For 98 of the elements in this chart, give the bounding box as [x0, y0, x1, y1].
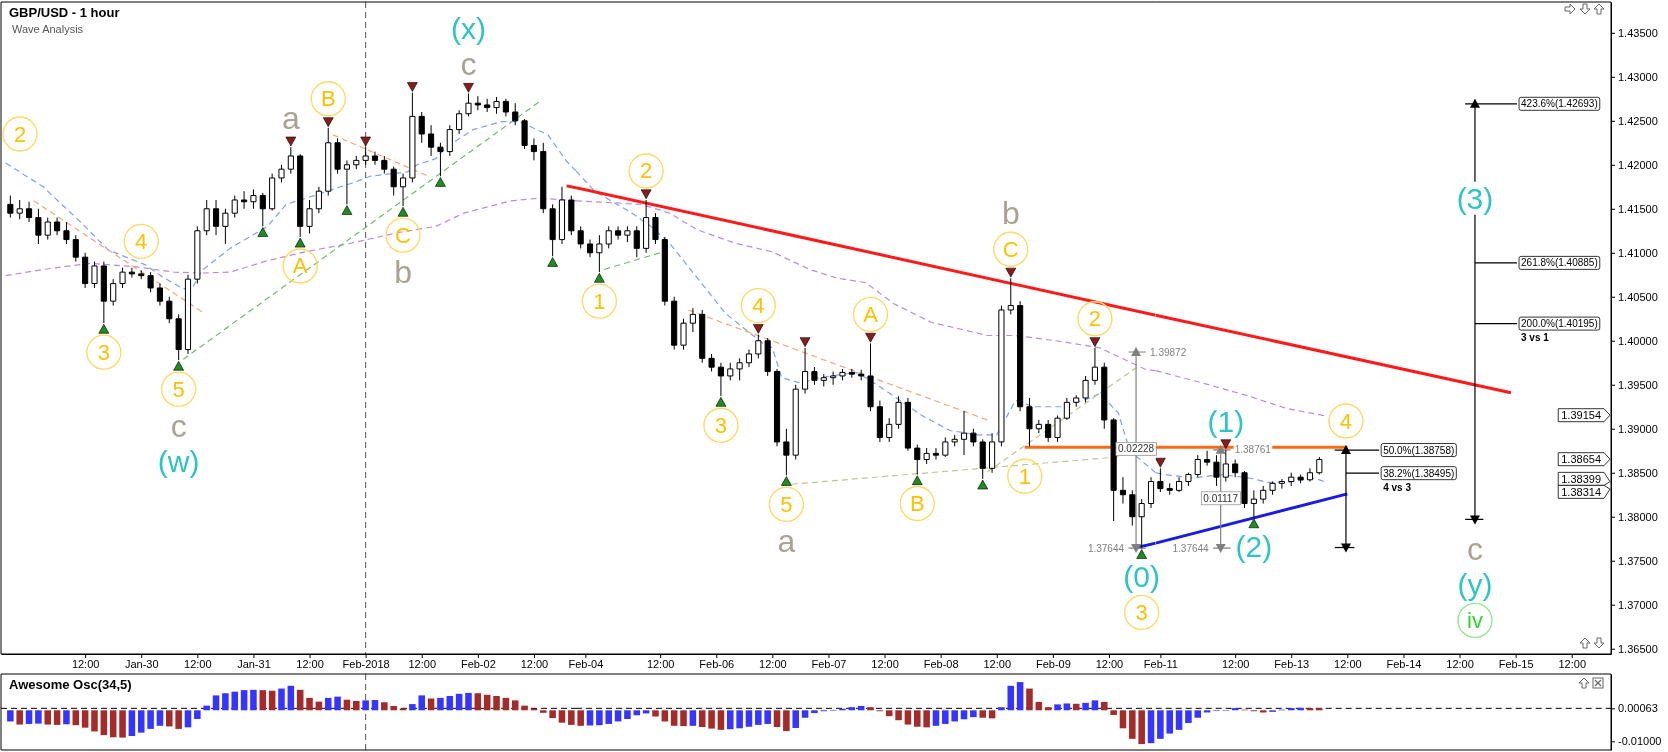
data-label: 1.38761	[1234, 444, 1272, 456]
y-tick-label: -0.01000	[1618, 735, 1662, 748]
x-tick-label: Feb-13	[1274, 657, 1310, 670]
annotation: c	[1466, 530, 1483, 567]
annotation: A	[863, 301, 879, 327]
annotation: (y)	[1457, 568, 1493, 602]
data-label: 423.6%(1.42693)	[1521, 98, 1598, 110]
annotation: b	[394, 253, 412, 290]
x-tick-label: Feb-07	[811, 657, 847, 670]
y-tick-label: 1.41500	[1618, 202, 1658, 215]
annotation: c	[170, 407, 187, 444]
x-tick-label: 12:00	[1221, 657, 1250, 670]
annotation: (3)	[1456, 181, 1494, 215]
y-tick-label: 1.42000	[1618, 158, 1658, 171]
y2-tick-label: 1.39154	[1561, 409, 1601, 422]
x-tick-label: 12:00	[871, 657, 899, 670]
y-tick-label: 1.37500	[1618, 554, 1658, 567]
y-tick-label: 1.38000	[1618, 510, 1658, 523]
chart-title: GBP/USD - 1 hour	[9, 5, 120, 20]
annotation: b	[1001, 194, 1020, 231]
x-tick-label: Feb-09	[1035, 657, 1071, 670]
y-tick-label: 1.42500	[1618, 114, 1658, 127]
annotation: 1	[593, 288, 606, 314]
y-tick-label: 0.00063	[1618, 702, 1658, 715]
annotation: C	[1002, 236, 1019, 262]
annotation: 2	[1088, 306, 1102, 332]
annotation: a	[281, 99, 300, 136]
x-tick-label: 12:00	[296, 657, 324, 670]
x-tick-label: Feb-06	[699, 657, 735, 670]
annotation: 5	[172, 376, 185, 402]
annotation: 3	[97, 339, 110, 365]
annotation: 4 vs 3	[1383, 481, 1412, 493]
y-tick-label: 1.43000	[1618, 70, 1658, 83]
annotation: 4	[135, 228, 148, 254]
data-label: 1.37644	[1172, 542, 1210, 554]
y-tick-label: 1.41000	[1618, 246, 1658, 259]
x-tick-label: Feb-2018	[342, 657, 390, 670]
data-label: 38.2%(1.38495)	[1383, 467, 1455, 479]
x-tick-label: 12:00	[1334, 657, 1362, 670]
chart-title: Awesome Osc(34,5)	[9, 677, 132, 692]
y-tick-label: 1.39000	[1618, 422, 1658, 435]
x-tick-label: 12:00	[759, 657, 787, 670]
annotation: C	[395, 222, 412, 248]
y-tick-label: 1.39500	[1618, 378, 1658, 391]
annotation: 4	[752, 293, 765, 319]
y-tick-label: 1.37000	[1618, 598, 1658, 611]
data-label: 1.37644	[1087, 542, 1125, 554]
annotation: 2	[13, 121, 27, 147]
annotation: 2	[640, 158, 653, 184]
annotation: iv	[1467, 607, 1483, 633]
x-tick-label: 12:00	[1095, 657, 1124, 670]
annotation: c	[460, 46, 477, 83]
data-label: 1.39872	[1150, 346, 1187, 358]
x-tick-label: 12:00	[983, 657, 1012, 670]
x-tick-label: Feb-04	[568, 657, 604, 670]
annotation: 3	[1135, 599, 1148, 625]
x-tick-label: 12:00	[1558, 657, 1586, 670]
y2-tick-label: 1.38314	[1561, 485, 1601, 498]
y2-tick-label: 1.38654	[1561, 453, 1601, 466]
x-tick-label: 12:00	[520, 657, 549, 670]
x-tick-label: 12:00	[71, 657, 100, 670]
data-label: 261.8%(1.40885)	[1521, 257, 1598, 269]
annotation: (x)	[450, 11, 486, 45]
annotation: 4	[1339, 408, 1353, 434]
annotation: B	[320, 86, 336, 112]
y2-tick-label: 1.38399	[1561, 472, 1601, 485]
annotation: 3 vs 1	[1521, 332, 1550, 344]
annotation: A	[292, 253, 308, 279]
y-tick-label: 1.40000	[1618, 334, 1658, 347]
annotation: (0)	[1123, 560, 1161, 594]
annotation: 3	[714, 412, 728, 438]
annotation: 1	[1018, 463, 1031, 489]
annotation: B	[909, 491, 925, 516]
x-tick-label: Feb-02	[460, 657, 496, 670]
y-tick-label: 1.40500	[1618, 290, 1658, 303]
annotation: (w)	[157, 445, 200, 479]
x-tick-label: 12:00	[408, 657, 436, 670]
y-tick-label: 1.36500	[1618, 642, 1658, 655]
y-tick-label: 1.38500	[1618, 466, 1658, 479]
y-tick-label: 1.43500	[1618, 26, 1658, 39]
x-tick-label: Jan-30	[124, 657, 159, 670]
x-tick-label: Feb-11	[1143, 657, 1178, 670]
x-tick-label: 12:00	[184, 657, 212, 670]
annotation: 0.01117	[1203, 492, 1239, 504]
x-tick-label: Feb-08	[923, 657, 959, 670]
data-label: 50.0%(1.38758)	[1383, 444, 1455, 456]
data-label: 200.0%(1.40195)	[1521, 318, 1598, 330]
text: Wave Analysis	[12, 23, 84, 35]
x-tick-label: Jan-31	[237, 657, 271, 670]
x-tick-label: Feb-14	[1386, 657, 1422, 670]
x-tick-label: 12:00	[1446, 657, 1474, 670]
annotation: (1)	[1207, 404, 1245, 438]
x-tick-label: Feb-15	[1498, 657, 1534, 670]
x-tick-label: 12:00	[646, 657, 675, 670]
annotation: a	[777, 522, 796, 559]
annotation: (2)	[1235, 529, 1273, 563]
annotation: 5	[780, 491, 793, 517]
annotation: 0.02228	[1117, 443, 1155, 455]
